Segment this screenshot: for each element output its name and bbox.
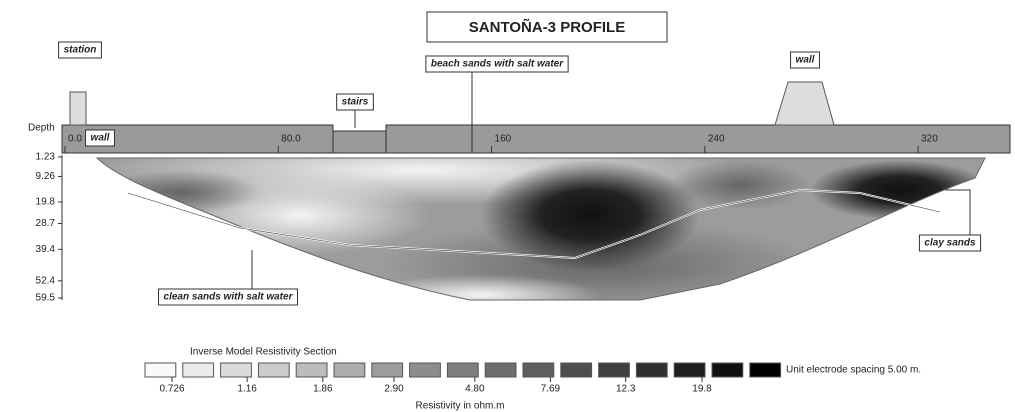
annotation-box [158,288,298,306]
annotation-box [918,234,982,252]
annotation-box [85,129,115,147]
colorbar-swatch [560,362,593,378]
y-tick-label: 59.5 [36,293,56,304]
colorbar-swatch [635,362,668,378]
chart-title: SANTOÑA-3 PROFILE [469,18,625,36]
colorbar-swatch [598,362,630,378]
colorbar-swatch [446,362,479,378]
colorbar-swatch [144,362,177,378]
y-tick-label: 19.8 [36,197,56,208]
colorbar-tick-label: 12.3 [616,384,636,395]
leader [945,189,971,240]
annotation-box [336,93,374,111]
colorbar-title: Inverse Model Resistivity Section [190,347,337,358]
annotation-box [425,55,569,73]
colorbar-swatch [220,362,252,378]
colorbar-swatch [673,362,706,378]
interface-line [127,189,941,259]
annotation: clean sands with salt water [164,292,294,303]
annotation: station [64,45,97,56]
colorbar-swatch [522,362,555,378]
colorbar-swatch [257,362,290,378]
annotation-box [58,41,102,59]
colorbar-swatch [333,362,366,378]
y-tick-label: 28.7 [36,218,56,229]
annotation: wall [91,133,110,144]
y-tick-label: 9.26 [36,171,56,182]
x-tick-label: 320 [921,134,938,145]
annotation: wall [796,55,815,66]
annotation: clay sands [924,238,976,249]
annotation: stairs [342,97,369,108]
colorbar-label: Resistivity in ohm.m [416,401,505,412]
y-tick-label: 52.4 [36,275,56,286]
colorbar-swatch [484,362,517,378]
spacer [38,12,290,24]
colorbar-swatch [749,362,782,378]
colorbar-swatch [371,362,404,378]
section-outline [95,157,986,301]
colorbar-tick-label: 1.16 [237,384,257,395]
colorbar-swatch [409,362,441,378]
y-tick-label: 39.4 [36,244,56,255]
x-tick-label: 240 [708,134,725,145]
colorbar-swatch [182,362,215,378]
wall-icon [774,81,835,126]
colorbar-tick-label: 19.8 [692,384,712,395]
annotation: beach sands with salt water [431,59,564,70]
y-tick-label: 1.23 [36,152,56,163]
colorbar-swatch [711,362,744,378]
colorbar-swatch [295,362,328,378]
resistivity-section [97,158,985,300]
colorbar-tick-label: 4.80 [465,384,485,395]
colorbar-tick-label: 0.726 [159,384,184,395]
title-box [426,11,668,43]
x-tick-label: 160 [495,134,512,145]
colorbar-tick-label: 7.69 [541,384,561,395]
y-axis-label: Depth [28,123,55,134]
station-icon [69,91,87,126]
colorbar-tick-label: 1.86 [313,384,333,395]
x-tick-label: 0.0 [68,134,82,145]
colorbar-note: Unit electrode spacing 5.00 m. [786,365,921,376]
colorbar-tick-label: 2.90 [384,384,404,395]
ground-strip [61,124,1011,154]
annotation-box [790,51,820,69]
x-tick-label: 80.0 [281,134,301,145]
